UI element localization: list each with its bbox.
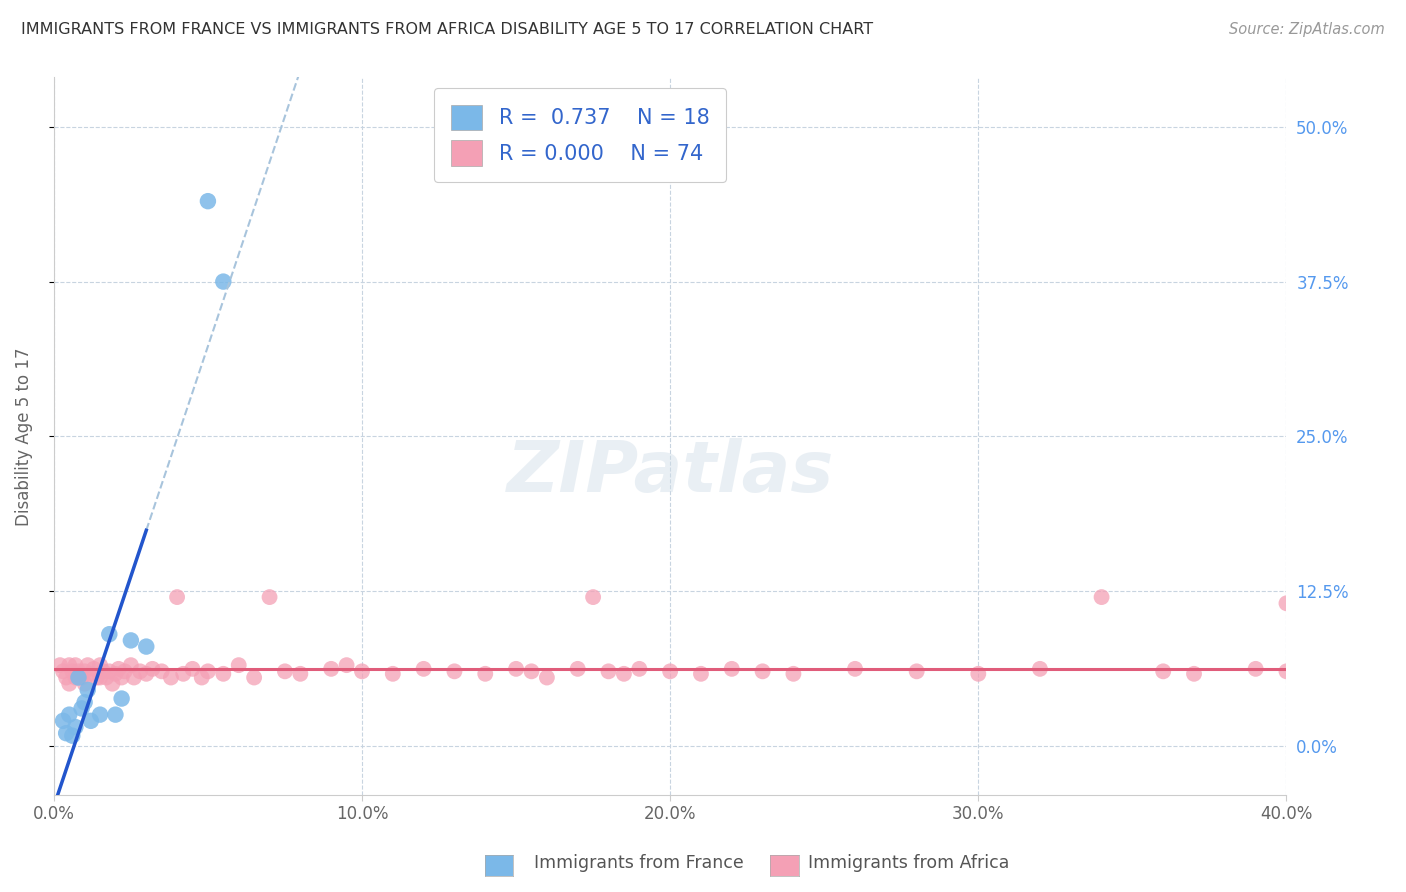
Point bbox=[52, 714, 75, 728]
Point bbox=[76, 682, 98, 697]
Point bbox=[58, 676, 80, 690]
Point bbox=[443, 665, 465, 679]
Point bbox=[474, 666, 496, 681]
Point bbox=[89, 671, 111, 685]
Point bbox=[1152, 665, 1174, 679]
Point bbox=[91, 665, 114, 679]
Point bbox=[141, 662, 163, 676]
Point bbox=[613, 666, 636, 681]
Point bbox=[120, 633, 142, 648]
Point bbox=[104, 666, 127, 681]
Point bbox=[228, 658, 250, 673]
Y-axis label: Disability Age 5 to 17: Disability Age 5 to 17 bbox=[15, 347, 32, 525]
Point bbox=[582, 590, 605, 604]
Point bbox=[58, 658, 80, 673]
Point bbox=[350, 665, 373, 679]
Point bbox=[60, 665, 83, 679]
Point bbox=[70, 671, 93, 685]
Point bbox=[628, 662, 651, 676]
Point bbox=[336, 658, 359, 673]
Point bbox=[98, 627, 121, 641]
Point bbox=[76, 658, 98, 673]
Point bbox=[111, 671, 134, 685]
Legend: R =  0.737    N = 18, R = 0.000    N = 74: R = 0.737 N = 18, R = 0.000 N = 74 bbox=[434, 87, 725, 183]
Point bbox=[659, 665, 682, 679]
Point bbox=[166, 590, 188, 604]
Point bbox=[1275, 665, 1298, 679]
Point bbox=[80, 666, 103, 681]
Point bbox=[120, 658, 142, 673]
Point bbox=[96, 671, 118, 685]
Point bbox=[844, 662, 866, 676]
Point bbox=[122, 671, 145, 685]
Point bbox=[52, 665, 75, 679]
Point bbox=[190, 671, 212, 685]
Point bbox=[1275, 596, 1298, 610]
Point bbox=[505, 662, 527, 676]
Point bbox=[114, 665, 136, 679]
Point bbox=[129, 665, 152, 679]
Point bbox=[150, 665, 173, 679]
Point bbox=[274, 665, 297, 679]
Point bbox=[212, 275, 235, 289]
Text: Immigrants from Africa: Immigrants from Africa bbox=[808, 855, 1010, 872]
Point bbox=[73, 676, 96, 690]
Point bbox=[135, 640, 157, 654]
Point bbox=[172, 666, 194, 681]
Point bbox=[55, 726, 77, 740]
Point bbox=[67, 671, 90, 685]
Point bbox=[905, 665, 928, 679]
Point bbox=[98, 665, 121, 679]
Point bbox=[567, 662, 589, 676]
Point bbox=[197, 665, 219, 679]
Point bbox=[83, 662, 105, 676]
Point bbox=[49, 658, 72, 673]
Point bbox=[598, 665, 620, 679]
Point bbox=[243, 671, 266, 685]
Point bbox=[160, 671, 183, 685]
Point bbox=[720, 662, 742, 676]
Point bbox=[70, 701, 93, 715]
Point bbox=[104, 707, 127, 722]
Text: Immigrants from France: Immigrants from France bbox=[534, 855, 744, 872]
Point bbox=[321, 662, 343, 676]
Point bbox=[58, 707, 80, 722]
Point bbox=[1090, 590, 1112, 604]
Point bbox=[107, 662, 129, 676]
Point bbox=[65, 671, 87, 685]
Point bbox=[1182, 666, 1205, 681]
Point bbox=[86, 671, 108, 685]
Point bbox=[967, 666, 990, 681]
Point bbox=[89, 658, 111, 673]
Point bbox=[381, 666, 404, 681]
Text: IMMIGRANTS FROM FRANCE VS IMMIGRANTS FROM AFRICA DISABILITY AGE 5 TO 17 CORRELAT: IMMIGRANTS FROM FRANCE VS IMMIGRANTS FRO… bbox=[21, 22, 873, 37]
Text: ZIPatlas: ZIPatlas bbox=[506, 438, 834, 507]
Point bbox=[73, 695, 96, 709]
Point bbox=[80, 714, 103, 728]
Point bbox=[536, 671, 558, 685]
Point bbox=[259, 590, 281, 604]
Text: Source: ZipAtlas.com: Source: ZipAtlas.com bbox=[1229, 22, 1385, 37]
Point bbox=[1244, 662, 1267, 676]
Point bbox=[197, 194, 219, 209]
Point bbox=[1029, 662, 1052, 676]
Point bbox=[60, 729, 83, 743]
Point bbox=[290, 666, 312, 681]
Point bbox=[135, 666, 157, 681]
Point bbox=[212, 666, 235, 681]
Point bbox=[55, 671, 77, 685]
Point bbox=[520, 665, 543, 679]
Point bbox=[181, 662, 204, 676]
Point bbox=[101, 676, 124, 690]
Point bbox=[412, 662, 434, 676]
Point bbox=[73, 665, 96, 679]
Point bbox=[690, 666, 713, 681]
Point bbox=[67, 665, 90, 679]
Point bbox=[782, 666, 804, 681]
Point bbox=[111, 691, 134, 706]
Point bbox=[65, 720, 87, 734]
Point bbox=[65, 658, 87, 673]
Point bbox=[89, 707, 111, 722]
Point bbox=[751, 665, 773, 679]
